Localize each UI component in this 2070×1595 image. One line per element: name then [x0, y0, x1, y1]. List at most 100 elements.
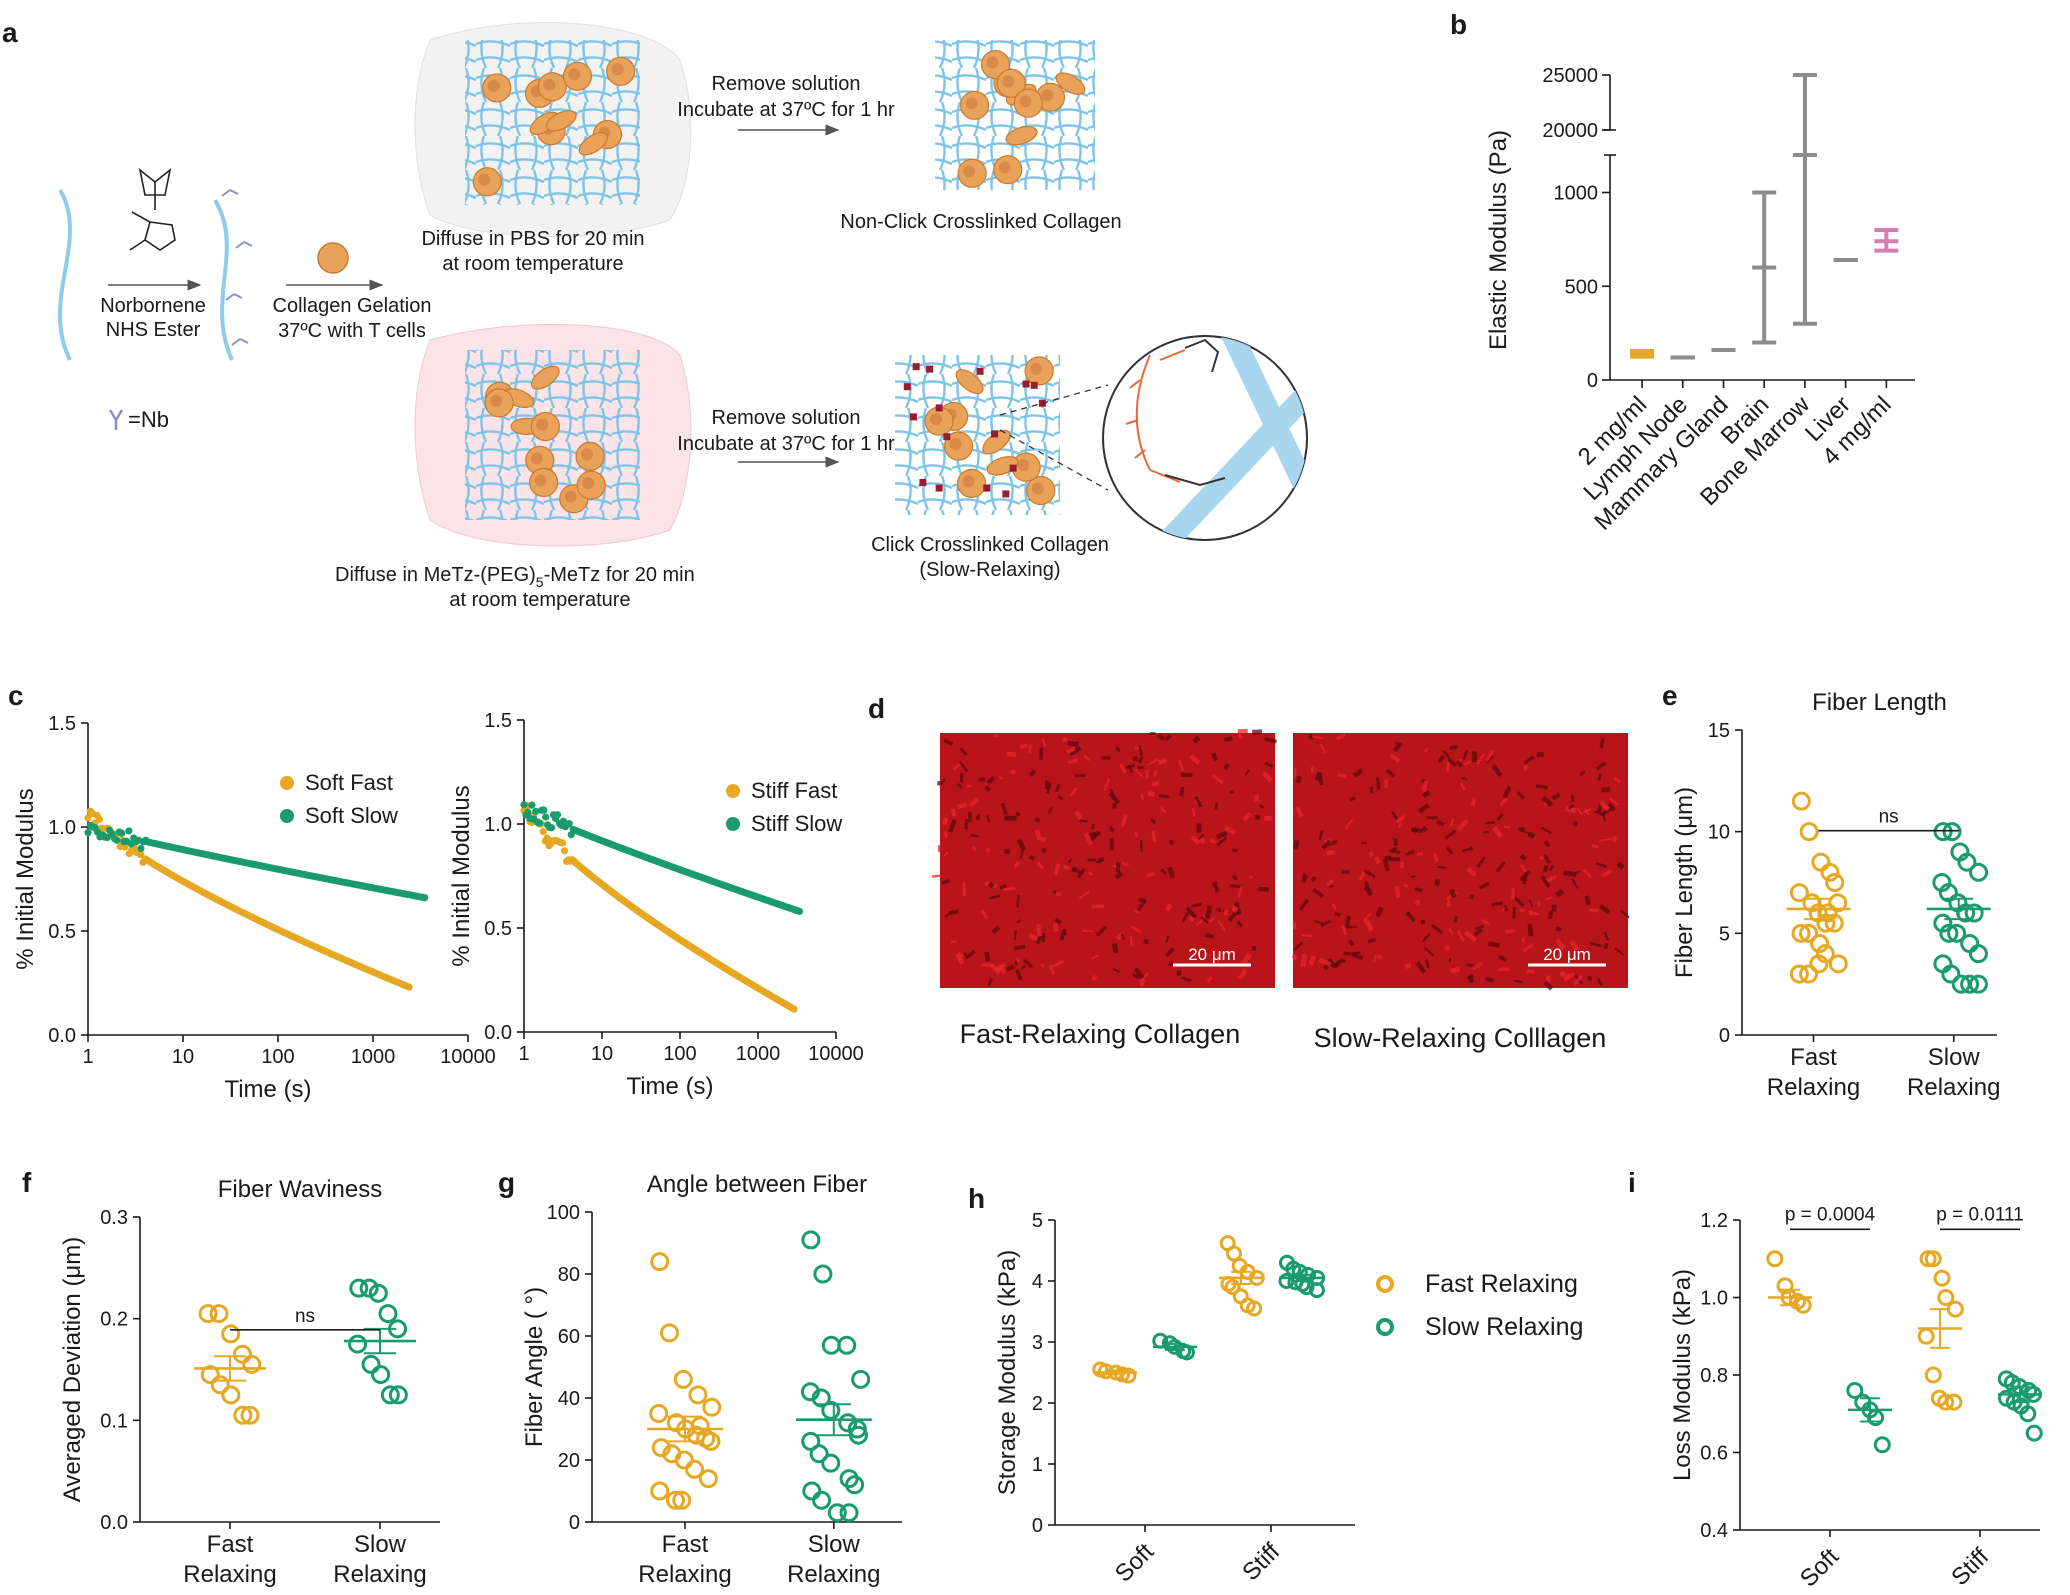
fiber-speckle: [1087, 858, 1096, 862]
fiber-speckle: [976, 813, 981, 821]
top-diffuse-line2: at room temperature: [442, 253, 623, 275]
fiber-speckle: [1331, 903, 1337, 910]
fiber-speckle: [1047, 806, 1054, 814]
fiber-speckle: [1450, 966, 1461, 974]
fiber-speckle: [1326, 849, 1335, 856]
fiber-speckle: [1361, 841, 1367, 844]
fiber-speckle: [1599, 904, 1611, 915]
fiber-speckle: [1147, 758, 1159, 766]
fiber-speckle: [984, 880, 990, 887]
fiber-speckle: [1199, 837, 1207, 845]
panel-label-d: d: [868, 693, 885, 724]
fiber-speckle: [1129, 935, 1133, 948]
legend-label: Soft Slow: [305, 803, 398, 828]
fiber-speckle: [1179, 786, 1185, 797]
fiber-speckle: [1294, 767, 1297, 778]
cell-nucleus-icon: [930, 413, 943, 426]
y-axis-title: Fiber Length (μm): [1671, 787, 1698, 978]
fiber-speckle: [1544, 875, 1557, 883]
fiber-speckle: [1395, 814, 1406, 824]
fiber-speckle: [1167, 866, 1176, 879]
y-tick-label: 0.3: [100, 1207, 128, 1229]
fiber-speckle: [1620, 909, 1630, 919]
cell-nucleus-icon: [478, 173, 491, 186]
fiber-speckle: [1420, 919, 1426, 925]
data-point: [536, 819, 544, 827]
fiber-speckle: [1526, 969, 1534, 974]
fiber-speckle: [1572, 820, 1579, 828]
fiber-speckle: [1472, 751, 1477, 763]
fiber-speckle: [1559, 970, 1567, 978]
fiber-speckle: [1421, 825, 1428, 832]
data-point: [2019, 1405, 2037, 1423]
fiber-speckle: [1109, 837, 1114, 851]
fiber-speckle: [1572, 974, 1584, 986]
data-point: [1846, 1382, 1864, 1399]
data-point: [209, 1304, 229, 1324]
data-point: [524, 808, 532, 816]
crosslink-marker-icon: [1002, 490, 1010, 498]
fiber-speckle: [1469, 845, 1473, 851]
bottom-diffuse-line2: at room temperature: [449, 589, 630, 611]
fiber-speckle: [965, 950, 976, 960]
x-axis-title: Time (s): [626, 1073, 713, 1100]
fiber-speckle: [1563, 870, 1577, 877]
data-point: [1957, 852, 1977, 872]
chart-c-soft-relaxation: 1 10 100 1000 10000 0.0 0.5 1.0 1.5 Time (s) % Ini…: [12, 713, 496, 1103]
fiber-speckle: [1176, 970, 1182, 976]
cell-nucleus-icon: [965, 97, 978, 110]
fiber-speckle: [1609, 797, 1620, 806]
fiber-speckle: [1004, 848, 1011, 855]
fiber-speckle: [1603, 931, 1610, 941]
fiber-speckle: [1002, 886, 1016, 892]
data-point: [790, 1005, 798, 1013]
fiber-speckle: [1543, 865, 1549, 873]
fiber-speckle: [1436, 819, 1445, 827]
data-point: [688, 1385, 708, 1405]
fiber-speckle: [1512, 907, 1517, 919]
fiber-speckle: [978, 777, 986, 782]
legend-marker: [1376, 1275, 1394, 1293]
fiber-speckle: [1599, 738, 1605, 749]
reagent-label-line1: Norbornene: [100, 295, 206, 317]
data-point: [1933, 913, 1953, 933]
fiber-speckle: [1416, 851, 1424, 857]
fiber-speckle: [1157, 757, 1168, 766]
fiber-speckle: [1393, 838, 1398, 846]
data-point: [851, 1369, 871, 1389]
fiber-speckle: [1211, 753, 1219, 762]
flat-cell-icon: [1005, 126, 1038, 146]
fiber-speckle: [1112, 802, 1117, 809]
data-point: [1947, 923, 1967, 943]
fiber-speckle: [943, 831, 949, 838]
fiber-speckle: [1555, 926, 1562, 932]
fiber-speckle: [1582, 868, 1593, 879]
fiber-speckle: [987, 977, 993, 987]
crosslink-marker-icon: [935, 484, 943, 492]
fiber-speckle: [1134, 768, 1144, 778]
data-point: [542, 813, 550, 821]
fiber-speckle: [1223, 763, 1230, 771]
fiber-speckle: [1015, 969, 1023, 981]
fiber-speckle: [1399, 861, 1405, 869]
fiber-speckle: [1470, 797, 1476, 807]
fiber-speckle: [1134, 909, 1140, 915]
fiber-speckle: [1068, 745, 1082, 757]
y-tick-label: 80: [558, 1264, 580, 1286]
y-axis-title: Storage Modulus (kPa): [994, 1250, 1021, 1495]
fiber-speckle: [1351, 953, 1364, 960]
x-tick-label: Slow: [808, 1531, 861, 1558]
fiber-speckle: [1471, 961, 1484, 971]
fiber-speckle: [1336, 732, 1347, 741]
fiber-speckle: [1327, 839, 1338, 847]
fiber-speckle: [1523, 755, 1535, 765]
y-axis-title: Fiber Angle ( °): [521, 1287, 548, 1447]
fiber-speckle: [971, 845, 977, 852]
fiber-speckle: [1115, 861, 1121, 873]
x-tick-label: Relaxing: [1907, 1074, 2000, 1101]
fiber-speckle: [980, 909, 989, 920]
fiber-speckle: [1423, 747, 1429, 753]
y-tick-label: 25000: [1542, 65, 1598, 87]
fiber-speckle: [940, 778, 946, 785]
fiber-speckle: [1518, 826, 1526, 831]
